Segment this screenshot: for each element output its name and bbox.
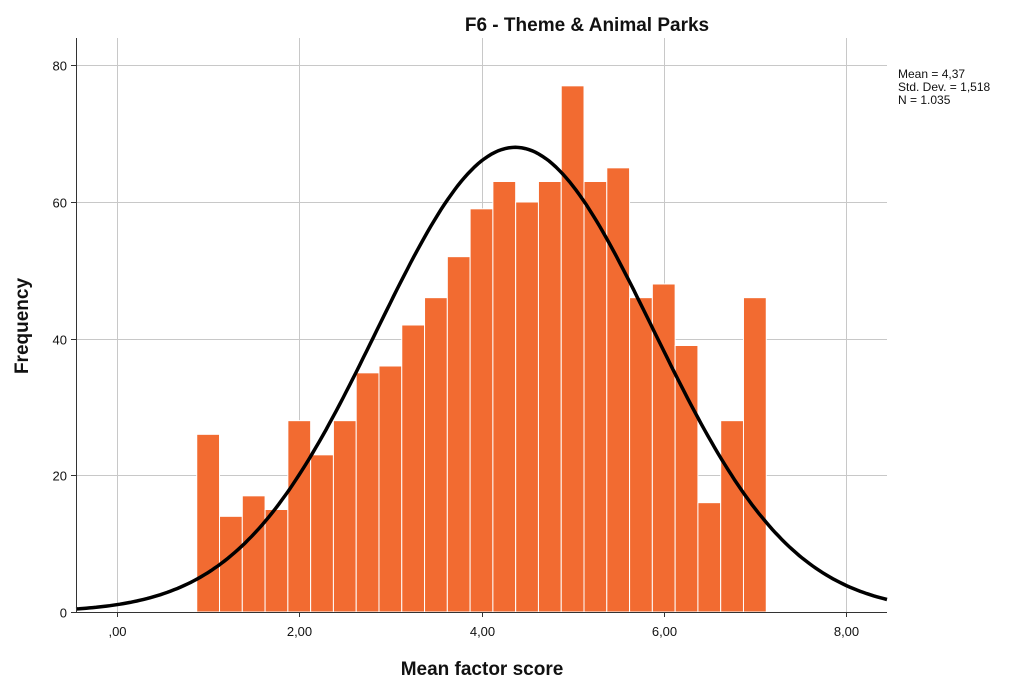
histogram-bar <box>196 433 221 613</box>
histogram-bar <box>446 256 471 613</box>
histogram-bar <box>560 85 585 613</box>
histogram-bar <box>378 365 403 613</box>
histogram-bar <box>310 454 334 613</box>
histogram-bar <box>674 345 699 613</box>
histogram-bar <box>287 420 312 613</box>
histogram-bar <box>537 181 562 613</box>
histogram-bar <box>264 509 289 613</box>
histogram-bar <box>241 495 266 613</box>
tick-label-layer: ,00 2,00 4,00 6,00 8,00 0 20 40 60 80 <box>53 59 860 640</box>
histogram-bar <box>424 297 448 613</box>
y-tick-label: 60 <box>53 196 67 211</box>
stat-n: N = 1.035 <box>898 93 951 107</box>
bar-layer <box>196 85 767 613</box>
histogram-bar <box>469 208 494 613</box>
axis-layer <box>71 38 887 617</box>
x-axis-label: Mean factor score <box>401 659 564 680</box>
histogram-bar <box>515 201 539 613</box>
x-tick-label: 2,00 <box>287 624 312 639</box>
chart-title: F6 - Theme & Animal Parks <box>465 15 709 36</box>
y-tick-label: 0 <box>60 606 67 621</box>
stat-mean: Mean = 4,37 <box>898 67 965 81</box>
x-tick-label: ,00 <box>108 624 126 639</box>
y-axis-label: Frequency <box>12 278 33 375</box>
y-tick-label: 20 <box>53 469 67 484</box>
histogram-bar <box>629 297 653 613</box>
y-tick-label: 40 <box>53 333 67 348</box>
histogram-bar <box>332 420 357 613</box>
normal-curve <box>75 145 888 611</box>
stat-std-dev: Std. Dev. = 1,518 <box>898 80 990 94</box>
histogram-bar <box>742 297 767 613</box>
y-tick-label: 80 <box>53 59 67 74</box>
x-tick-label: 4,00 <box>470 624 495 639</box>
x-tick-label: 6,00 <box>652 624 677 639</box>
histogram-bar <box>720 420 744 613</box>
x-tick-label: 8,00 <box>834 624 859 639</box>
histogram-bar <box>697 502 722 613</box>
histogram-bar <box>492 181 517 613</box>
histogram-bar <box>606 167 631 613</box>
histogram-bar <box>355 372 380 613</box>
histogram-bar <box>401 324 426 613</box>
histogram-bar <box>583 181 608 613</box>
statistics-box: Mean = 4,37 Std. Dev. = 1,518 N = 1.035 <box>898 67 990 107</box>
